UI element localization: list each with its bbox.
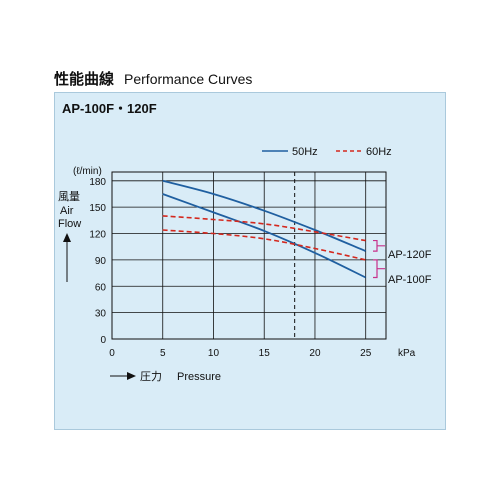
y-unit-label: (ℓ/min) bbox=[73, 166, 102, 177]
series-line-ap-100f-50hz bbox=[162, 193, 367, 279]
model-title: AP-100F・120F bbox=[62, 101, 157, 116]
tick-labels: 0 5 10 15 20 25 0 30 60 90 120 150 180 bbox=[89, 177, 371, 359]
chart-panel bbox=[54, 92, 446, 430]
y-label-en-2: Flow bbox=[58, 218, 81, 230]
x-tick-label: 5 bbox=[160, 348, 166, 359]
annotation-ap-100f: AP-100F bbox=[388, 274, 432, 286]
legend-50hz-label: 50Hz bbox=[292, 146, 318, 158]
heading-en: Performance Curves bbox=[124, 71, 253, 87]
y-label-jp: 風量 bbox=[58, 190, 80, 203]
x-unit-label: kPa bbox=[398, 348, 416, 359]
x-label-en: Pressure bbox=[177, 371, 221, 383]
y-arrow-head bbox=[63, 233, 71, 242]
heading-jp: 性能曲線 bbox=[54, 71, 115, 88]
annotation-ap-120f: AP-120F bbox=[388, 249, 432, 261]
x-tick-label: 25 bbox=[360, 348, 372, 359]
bracket-ap-120f bbox=[373, 239, 385, 252]
series-lines bbox=[162, 179, 367, 279]
bracket-ap-100f bbox=[373, 259, 385, 279]
x-tick-label: 15 bbox=[259, 348, 271, 359]
plot-frame bbox=[111, 171, 387, 340]
y-tick-label: 90 bbox=[95, 256, 107, 267]
grid-lines bbox=[111, 171, 387, 340]
y-tick-label: 120 bbox=[89, 230, 106, 241]
x-tick-label: 0 bbox=[109, 348, 115, 359]
y-label-en-1: Air bbox=[60, 205, 74, 217]
series-line-ap-120f-60hz bbox=[162, 215, 366, 242]
page-heading: 性能曲線 Performance Curves bbox=[54, 68, 252, 89]
y-tick-label: 0 bbox=[100, 335, 106, 346]
x-tick-label: 10 bbox=[208, 348, 220, 359]
series-line-ap-120f-50hz bbox=[162, 179, 367, 252]
y-tick-label: 150 bbox=[89, 203, 106, 214]
model-brackets bbox=[373, 239, 385, 279]
x-label-jp: 圧力 bbox=[140, 370, 162, 383]
y-tick-label: 30 bbox=[95, 309, 107, 320]
x-tick-label: 20 bbox=[309, 348, 321, 359]
legend-60hz-label: 60Hz bbox=[366, 146, 392, 158]
series-line-ap-100f-60hz bbox=[162, 229, 366, 261]
x-arrow-head bbox=[127, 372, 136, 380]
y-tick-label: 60 bbox=[95, 282, 107, 293]
y-tick-label: 180 bbox=[89, 177, 106, 188]
